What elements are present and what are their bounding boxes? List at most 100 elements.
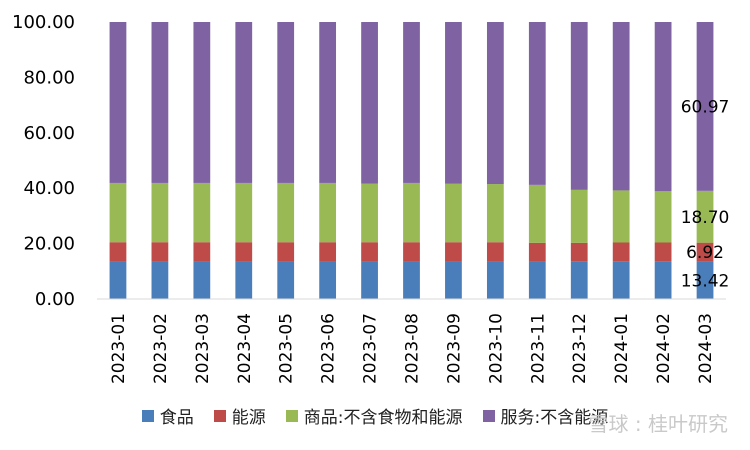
bar-segment-series-0 — [654, 261, 672, 299]
x-tick-label: 2023-11 — [528, 313, 548, 384]
bar-segment-series-0 — [235, 261, 253, 299]
x-tick-label: 2024-03 — [696, 313, 716, 384]
bar-segment-series-0 — [277, 261, 295, 299]
bar-segment-series-0 — [445, 261, 462, 299]
bar-segment-series-3 — [235, 22, 253, 183]
bar-segment-series-2 — [319, 182, 337, 243]
bar-segment-series-1 — [570, 242, 588, 262]
legend: 食品 能源 商品:不含食物和能源 服务:不含能源 — [0, 403, 750, 428]
bar-segment-series-2 — [528, 184, 546, 243]
y-tick-label: 60.00 — [23, 123, 75, 144]
x-tick-label: 2023-10 — [486, 313, 506, 384]
legend-swatch-energy — [213, 409, 226, 422]
x-tick-label: 2023-01 — [109, 313, 129, 384]
bar-segment-series-1 — [445, 242, 462, 262]
data-label: 6.92 — [686, 243, 724, 263]
bar-segment-series-0 — [612, 261, 630, 299]
x-tick-label: 2023-05 — [277, 313, 297, 384]
bar-segment-series-1 — [361, 242, 378, 262]
x-tick-label: 2023-03 — [193, 313, 213, 384]
watermark: 雪球 : 桂叶研究 — [588, 412, 728, 436]
bar-segment-series-0 — [109, 261, 127, 299]
bar-segment-series-0 — [486, 261, 504, 299]
y-tick-label: 80.00 — [23, 67, 75, 88]
bar-segment-series-1 — [277, 242, 295, 262]
x-tick-label: 2023-02 — [151, 313, 171, 384]
bar-segment-series-0 — [151, 261, 169, 299]
bar-segment-series-0 — [696, 261, 714, 299]
bar-segment-series-1 — [193, 242, 211, 262]
stacked-bar-chart: 0.00 20.00 40.00 60.00 80.00 100.00 2023-01 202… — [12, 12, 730, 384]
x-tick-label: 2023-06 — [319, 313, 339, 384]
bar-segment-series-3 — [570, 22, 588, 190]
bar-segment-series-3 — [361, 22, 378, 184]
data-label: 18.70 — [681, 208, 730, 228]
bar-segment-series-3 — [319, 22, 337, 183]
x-tick-label: 2023-07 — [361, 313, 381, 384]
bar-segment-series-0 — [319, 261, 337, 299]
bar-segment-series-1 — [486, 242, 504, 262]
data-label: 13.42 — [681, 271, 730, 291]
bar-segment-series-1 — [528, 242, 546, 262]
bar-segment-series-1 — [319, 242, 337, 262]
y-tick-label: 0.00 — [35, 289, 75, 310]
bar-segment-series-2 — [486, 184, 504, 243]
bar-segment-series-3 — [277, 22, 295, 183]
bar-segment-series-1 — [654, 242, 672, 262]
bar-segment-series-2 — [445, 183, 462, 243]
x-tick-label: 2023-08 — [403, 313, 423, 384]
bar-segment-series-3 — [193, 22, 211, 183]
bar-segment-series-1 — [403, 242, 420, 262]
bar-segment-series-2 — [109, 182, 127, 243]
bar-segment-series-0 — [403, 261, 420, 299]
bar-segment-series-3 — [654, 22, 672, 192]
bar-segment-series-3 — [696, 22, 714, 191]
bar-segment-series-1 — [612, 242, 630, 262]
legend-label-food: 食品 — [159, 408, 194, 428]
y-tick-label: 40.00 — [23, 178, 75, 199]
bar-segment-series-2 — [361, 183, 378, 243]
bar-segment-series-3 — [109, 22, 127, 183]
legend-label-energy: 能源 — [231, 408, 266, 428]
bar-segment-series-2 — [612, 190, 630, 243]
bar-segment-series-2 — [696, 190, 714, 243]
legend-swatch-services — [482, 409, 495, 422]
bar-segment-series-2 — [193, 182, 211, 243]
bar-segment-series-3 — [403, 22, 420, 183]
y-tick-label: 20.00 — [23, 234, 75, 255]
legend-item-core-goods: 商品:不含食物和能源 — [285, 403, 463, 428]
bar-segment-series-3 — [445, 22, 462, 184]
bar-segment-series-3 — [528, 22, 546, 185]
bar-segment-series-0 — [528, 261, 546, 299]
legend-item-energy: 能源 — [213, 403, 266, 428]
y-tick-label: 100.00 — [12, 12, 75, 33]
bar-segment-series-2 — [570, 189, 588, 243]
legend-item-services: 服务:不含能源 — [482, 403, 609, 428]
bar-segment-series-2 — [277, 182, 295, 243]
x-tick-label: 2023-12 — [570, 313, 590, 384]
bar-segment-series-3 — [486, 22, 504, 185]
data-label: 60.97 — [681, 97, 730, 117]
legend-label-core-goods: 商品:不含食物和能源 — [303, 408, 463, 428]
bar-segment-series-2 — [654, 191, 672, 243]
bar-segment-series-1 — [151, 242, 169, 262]
legend-label-services: 服务:不含能源 — [500, 408, 609, 428]
x-tick-label: 2023-04 — [235, 313, 255, 384]
x-tick-label: 2024-01 — [612, 313, 632, 384]
bar-segment-series-3 — [612, 22, 630, 191]
bar-segment-series-0 — [361, 261, 378, 299]
bar-segment-series-1 — [696, 242, 714, 262]
x-tick-label: 2024-02 — [654, 313, 674, 384]
bar-segment-series-0 — [570, 261, 588, 299]
bar-segment-series-2 — [151, 182, 169, 243]
bar-segment-series-1 — [109, 242, 127, 262]
x-tick-label: 2023-09 — [444, 313, 464, 384]
bar-segment-series-2 — [235, 182, 253, 243]
legend-swatch-food — [141, 409, 154, 422]
bar-segment-series-3 — [151, 22, 169, 183]
bar-segment-series-2 — [403, 182, 420, 243]
bar-segment-series-0 — [193, 261, 211, 299]
bar-segment-series-1 — [235, 242, 253, 262]
legend-swatch-core-goods — [285, 409, 298, 422]
legend-item-food: 食品 — [141, 403, 194, 428]
